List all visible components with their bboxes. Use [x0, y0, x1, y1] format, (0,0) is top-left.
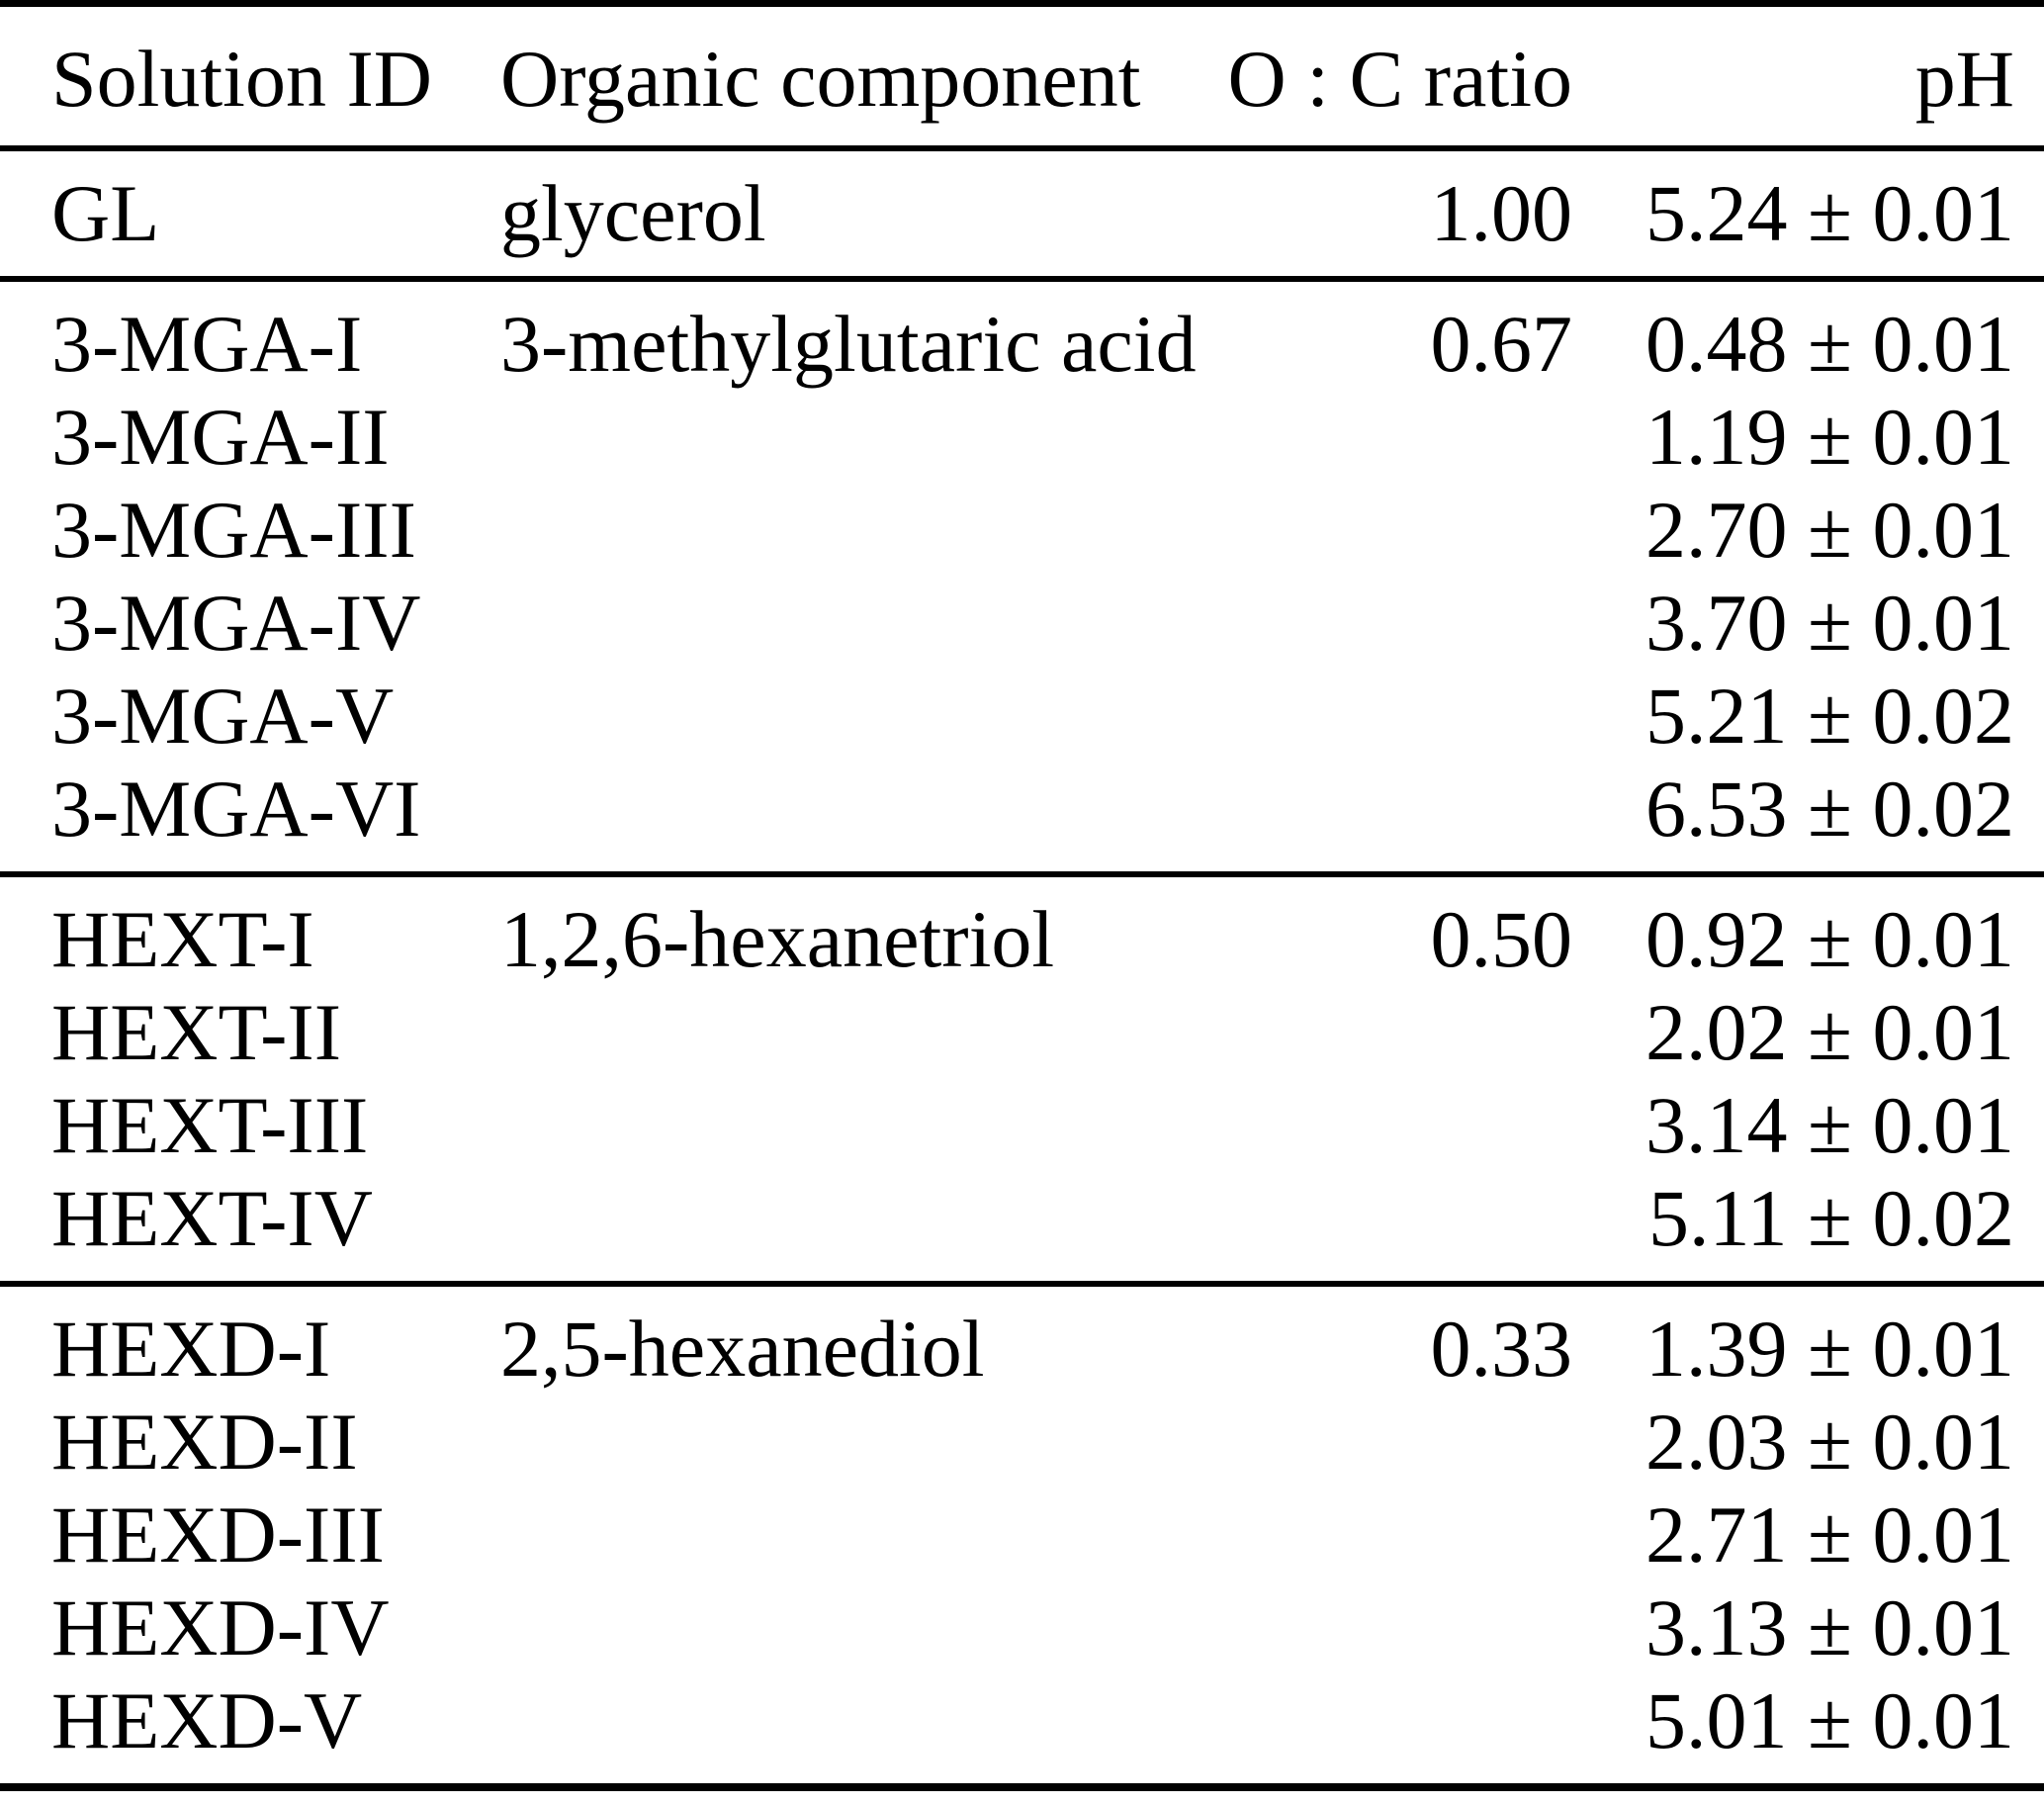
solution-id-cell: HEXD-V: [51, 1675, 363, 1765]
oc-ratio-cell: 0.33: [1430, 1304, 1573, 1394]
oc-ratio-cell-empty: [995, 577, 1572, 670]
ph-cell: 2.02 ± 0.01: [1644, 987, 2014, 1077]
col-header-oc-ratio: O : C ratio: [1227, 34, 1572, 124]
table-row: HEXD-V 5.01 ± 0.01: [0, 1674, 2044, 1787]
solution-id-cell: HEXD-III: [51, 1489, 385, 1579]
table-row: 3-MGA-VI 6.53 ± 0.02: [0, 763, 2044, 874]
organic-cell-empty: [500, 484, 995, 577]
organic-cell-empty: [500, 1674, 995, 1787]
organic-cell-empty: [500, 763, 995, 874]
table-row: 3-MGA-IV 3.70 ± 0.01: [0, 577, 2044, 670]
oc-ratio-cell: 0.50: [1430, 894, 1573, 984]
table-header: Solution ID Organic component O : C rati…: [0, 4, 2044, 149]
ph-cell: 2.71 ± 0.01: [1644, 1489, 2014, 1579]
ph-cell: 5.11 ± 0.02: [1648, 1173, 2014, 1263]
organic-cell-empty: [500, 1079, 995, 1172]
solution-id-cell: HEXT-III: [51, 1080, 369, 1170]
oc-ratio-cell-empty: [995, 1581, 1572, 1674]
solution-id-cell: 3-MGA-I: [51, 299, 363, 389]
ph-cell: 5.01 ± 0.01: [1644, 1675, 2014, 1765]
organic-cell-empty: [500, 1396, 995, 1489]
organic-cell: 3-methylglutaric acid: [500, 299, 1197, 389]
organic-cell-empty: [500, 986, 995, 1079]
table-row: HEXD-I 2,5-hexanediol 0.33 1.39 ± 0.01: [0, 1284, 2044, 1396]
oc-ratio-cell-empty: [995, 763, 1572, 874]
table-row: HEXT-I 1,2,6-hexanetriol 0.50 0.92 ± 0.0…: [0, 874, 2044, 986]
solution-id-cell: HEXD-IV: [51, 1582, 390, 1672]
table-row: HEXD-II 2.03 ± 0.01: [0, 1396, 2044, 1489]
solution-id-cell: HEXD-I: [51, 1304, 331, 1394]
table-row: HEXD-IV 3.13 ± 0.01: [0, 1581, 2044, 1674]
group-glycerol: GL glycerol 1.00 5.24 ± 0.01: [0, 148, 2044, 279]
ph-cell: 2.03 ± 0.01: [1644, 1397, 2014, 1487]
col-header-solution-id: Solution ID: [51, 34, 432, 124]
oc-ratio-cell-empty: [995, 1489, 1572, 1581]
ph-cell: 1.19 ± 0.01: [1644, 392, 2014, 482]
solution-id-cell: HEXD-II: [51, 1397, 358, 1487]
group-hexanediol: HEXD-I 2,5-hexanediol 0.33 1.39 ± 0.01 H…: [0, 1284, 2044, 1787]
table-row: HEXT-II 2.02 ± 0.01: [0, 986, 2044, 1079]
solution-id-cell: HEXT-IV: [51, 1173, 373, 1263]
table-row: 3-MGA-II 1.19 ± 0.01: [0, 391, 2044, 484]
table-row: HEXT-III 3.14 ± 0.01: [0, 1079, 2044, 1172]
oc-ratio-cell-empty: [995, 1172, 1572, 1284]
table-row: HEXD-III 2.71 ± 0.01: [0, 1489, 2044, 1581]
solution-id-cell: 3-MGA-II: [51, 392, 390, 482]
oc-ratio-cell-empty: [995, 670, 1572, 763]
organic-cell: 2,5-hexanediol: [500, 1304, 985, 1394]
table-row: HEXT-IV 5.11 ± 0.02: [0, 1172, 2044, 1284]
solution-id-cell: GL: [51, 168, 160, 258]
table-row: GL glycerol 1.00 5.24 ± 0.01: [0, 148, 2044, 279]
organic-cell-empty: [500, 577, 995, 670]
table-row: 3-MGA-V 5.21 ± 0.02: [0, 670, 2044, 763]
oc-ratio-cell-empty: [995, 986, 1572, 1079]
organic-cell-empty: [500, 1581, 995, 1674]
solution-id-cell: 3-MGA-VI: [51, 764, 421, 854]
ph-cell: 1.39 ± 0.01: [1644, 1304, 2014, 1394]
ph-cell: 0.48 ± 0.01: [1644, 299, 2014, 389]
organic-cell-empty: [500, 1172, 995, 1284]
col-header-organic-component: Organic component: [500, 34, 1141, 124]
ph-cell: 6.53 ± 0.02: [1644, 764, 2014, 854]
ph-cell: 3.13 ± 0.01: [1644, 1582, 2014, 1672]
oc-ratio-cell: 0.67: [1430, 299, 1573, 389]
oc-ratio-cell-empty: [995, 1079, 1572, 1172]
ph-cell: 0.92 ± 0.01: [1644, 894, 2014, 984]
table-header-row: Solution ID Organic component O : C rati…: [0, 4, 2044, 149]
col-header-ph: pH: [1914, 34, 2014, 124]
table-row: 3-MGA-III 2.70 ± 0.01: [0, 484, 2044, 577]
oc-ratio-cell-empty: [995, 1396, 1572, 1489]
organic-cell-empty: [500, 670, 995, 763]
organic-cell-empty: [500, 391, 995, 484]
solution-id-cell: 3-MGA-V: [51, 671, 395, 761]
solution-id-cell: HEXT-I: [51, 894, 314, 984]
ph-cell: 5.24 ± 0.01: [1644, 168, 2014, 258]
solution-id-cell: 3-MGA-IV: [51, 578, 421, 668]
oc-ratio-cell-empty: [995, 484, 1572, 577]
ph-cell: 3.14 ± 0.01: [1644, 1080, 2014, 1170]
oc-ratio-cell-empty: [995, 391, 1572, 484]
organic-cell: 1,2,6-hexanetriol: [500, 894, 1055, 984]
solution-id-cell: 3-MGA-III: [51, 485, 416, 575]
group-hexanetriol: HEXT-I 1,2,6-hexanetriol 0.50 0.92 ± 0.0…: [0, 874, 2044, 1284]
ph-cell: 5.21 ± 0.02: [1644, 671, 2014, 761]
organic-cell-empty: [500, 1489, 995, 1581]
ph-cell: 3.70 ± 0.01: [1644, 578, 2014, 668]
solution-id-cell: HEXT-II: [51, 987, 342, 1077]
oc-ratio-cell: 1.00: [1430, 168, 1573, 258]
organic-cell: glycerol: [500, 168, 766, 258]
oc-ratio-cell-empty: [995, 1674, 1572, 1787]
group-3-methylglutaric-acid: 3-MGA-I 3-methylglutaric acid 0.67 0.48 …: [0, 279, 2044, 874]
table-row: 3-MGA-I 3-methylglutaric acid 0.67 0.48 …: [0, 279, 2044, 391]
ph-cell: 2.70 ± 0.01: [1644, 485, 2014, 575]
